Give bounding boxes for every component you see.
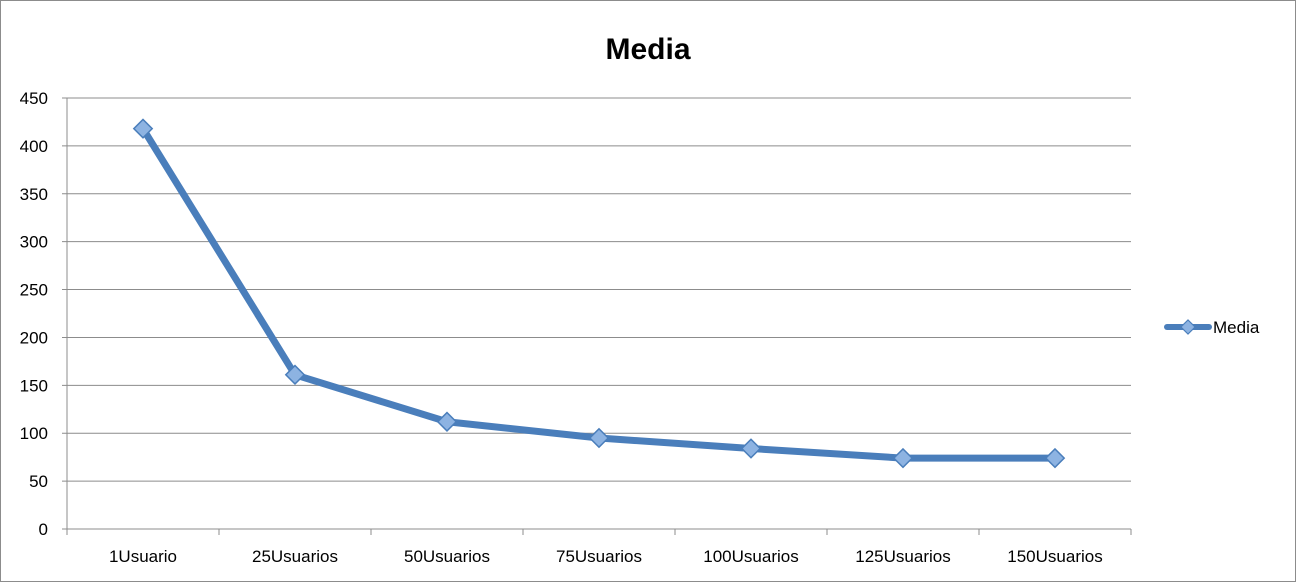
- x-tick-label: 1Usuario: [109, 547, 177, 566]
- y-tick-label: 450: [20, 89, 48, 108]
- y-tick-label: 300: [20, 233, 48, 252]
- legend: Media: [1164, 318, 1260, 337]
- y-tick-label: 400: [20, 137, 48, 156]
- data-point-marker: [588, 427, 610, 449]
- y-tick-label: 150: [20, 376, 48, 395]
- data-point-marker: [132, 118, 154, 139]
- x-tick-label: 50Usuarios: [404, 547, 490, 566]
- series-line-0: [139, 125, 1059, 462]
- axes: [66, 98, 1132, 535]
- y-tick-label: 50: [29, 472, 48, 491]
- legend-label-media: Media: [1213, 318, 1260, 337]
- x-axis-tick-labels: 1Usuario 25Usuarios 50Usuarios 75Usuarios 10…: [109, 547, 1103, 566]
- y-tick-label: 0: [39, 520, 48, 539]
- series-lines: [139, 125, 1059, 462]
- data-point-marker: [284, 364, 306, 386]
- chart-title: Media: [605, 33, 690, 66]
- x-tick-label: 75Usuarios: [556, 547, 642, 566]
- y-tick-label: 200: [20, 328, 48, 347]
- data-point-marker: [436, 411, 458, 432]
- x-tick-label: 125Usuarios: [855, 547, 950, 566]
- series-markers: [132, 118, 1066, 469]
- x-tick-label: 25Usuarios: [252, 547, 338, 566]
- data-point-marker: [892, 447, 914, 469]
- data-point-marker: [740, 438, 762, 459]
- x-tick-label: 150Usuarios: [1007, 547, 1102, 566]
- y-tick-label: 350: [20, 185, 48, 204]
- x-tick-label: 100Usuarios: [703, 547, 798, 566]
- legend-marker: [1180, 319, 1196, 335]
- data-point-marker: [1044, 447, 1066, 469]
- gridlines: [62, 97, 1131, 530]
- y-tick-label: 250: [20, 281, 48, 300]
- y-tick-label: 100: [20, 424, 48, 443]
- y-axis-tick-labels: 0 50 100 150 200 250 300 350 400 450: [20, 89, 48, 539]
